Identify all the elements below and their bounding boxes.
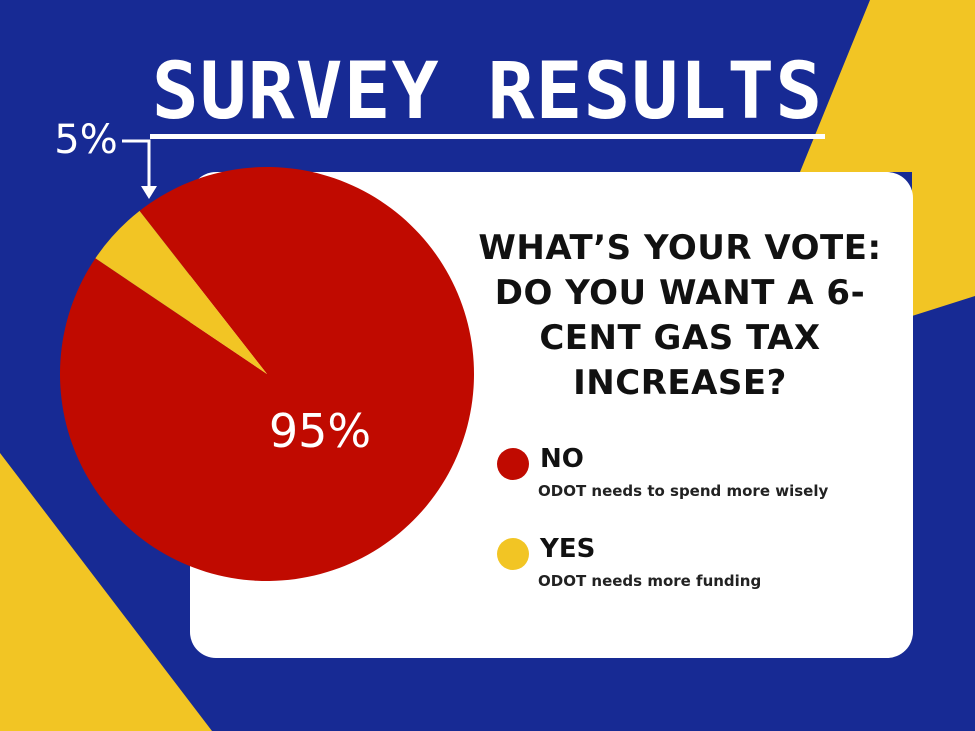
legend-description-yes: ODOT needs more funding (538, 572, 762, 590)
legend-dot-no (497, 448, 529, 480)
pie-label-yes: 5% (54, 117, 117, 163)
legend-label-no: NO (540, 444, 584, 474)
pie-label-no: 95% (269, 404, 371, 458)
legend-dot-yes (497, 538, 529, 570)
yes-slice-callout (122, 139, 157, 199)
page-title: SURVEY RESULTS (0, 50, 975, 139)
pie-slice-no (59, 167, 475, 582)
legend-description-no: ODOT needs to spend more wisely (538, 482, 829, 500)
callout-arrowhead (141, 186, 157, 199)
callout-arrow-line (122, 139, 151, 188)
page-title-text: SURVEY RESULTS (149, 47, 826, 139)
bottom-left-yellow-accent (0, 453, 212, 731)
survey-question: WHAT’S YOUR VOTE: DO YOU WANT A 6-CENT G… (478, 228, 882, 403)
top-right-yellow-accent (800, 0, 975, 316)
pie-slice-yes (95, 210, 267, 374)
legend-label-yes: YES (540, 534, 596, 564)
